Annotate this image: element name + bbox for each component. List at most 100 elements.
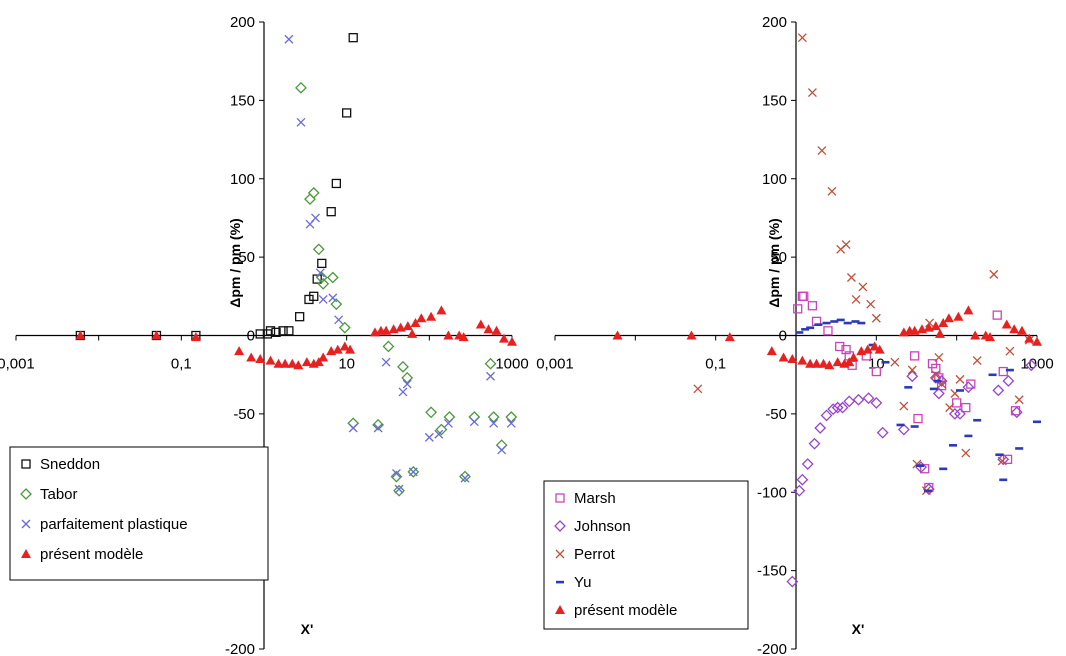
data-point [318, 294, 328, 304]
data-point [904, 386, 913, 389]
data-point [330, 298, 343, 311]
x-tick-label: 0,1 [705, 356, 726, 373]
data-point [348, 33, 358, 43]
data-point [1033, 420, 1041, 424]
data-point [347, 417, 360, 430]
data-point [486, 371, 495, 381]
data-point [953, 311, 964, 321]
data-point [871, 366, 881, 377]
data-point [814, 323, 823, 326]
y-tick-label: -150 [757, 563, 787, 580]
data-point [869, 341, 880, 351]
data-point [954, 407, 966, 420]
data-point [999, 478, 1008, 482]
data-point [339, 341, 350, 351]
data-point [998, 366, 1008, 377]
data-point [287, 358, 298, 368]
legend-label: Yu [574, 574, 592, 591]
data-point [992, 310, 1002, 320]
data-point [408, 467, 418, 477]
data-point [331, 178, 341, 189]
legend-label: présent modèle [574, 602, 677, 619]
y-tick-label: -200 [757, 641, 787, 656]
data-point [468, 411, 481, 423]
data-point [234, 346, 245, 356]
legend-marker [554, 520, 566, 532]
data-point [265, 355, 276, 365]
data-point [922, 483, 935, 496]
data-point [796, 473, 809, 486]
data-point [1014, 395, 1024, 405]
data-point [307, 186, 320, 199]
data-point [793, 484, 806, 497]
data-point [295, 312, 305, 322]
series-perrot [693, 33, 1034, 496]
data-point [301, 357, 312, 367]
data-point [907, 365, 917, 375]
data-point [1016, 325, 1027, 335]
data-point [806, 326, 815, 330]
data-point [857, 321, 866, 325]
x-tick-label: 10 [338, 356, 355, 373]
data-point [304, 294, 314, 305]
data-point [897, 423, 910, 436]
data-point [1002, 375, 1015, 387]
data-point [391, 468, 401, 478]
y-tick-label: 100 [230, 171, 255, 188]
data-point [390, 470, 403, 483]
data-point [425, 406, 438, 419]
y-axis-title: Δpm / pm (%) [766, 218, 782, 307]
data-point [870, 396, 883, 409]
data-point [304, 193, 316, 206]
legend-marker [21, 519, 31, 529]
data-point [830, 320, 839, 323]
data-point [871, 313, 881, 323]
data-point [271, 327, 281, 338]
data-point [317, 277, 330, 290]
data-point [988, 373, 997, 377]
y-tick-label: 50 [770, 249, 787, 266]
data-point [309, 291, 319, 301]
data-point [382, 340, 395, 353]
data-point [190, 332, 201, 342]
data-point [824, 360, 835, 370]
data-point [832, 357, 843, 367]
data-point [295, 81, 307, 94]
data-point [896, 423, 905, 427]
data-point [929, 371, 942, 384]
y-axis-title: Δpm / pm (%) [227, 218, 243, 307]
x-tick-label: 1000 [495, 356, 528, 373]
data-point [273, 358, 284, 368]
legend-marker [555, 549, 565, 559]
data-point [416, 313, 427, 323]
data-point [992, 384, 1005, 397]
left-chart-panel: 200150100500-50-100-150-2000,0010,110100… [0, 14, 529, 656]
data-point [961, 402, 971, 413]
data-point [1024, 333, 1035, 343]
data-point [823, 326, 833, 336]
data-point [395, 322, 406, 332]
data-point [931, 370, 941, 380]
legend-label: présent modèle [40, 546, 143, 563]
data-point [934, 352, 944, 362]
data-point [424, 432, 434, 442]
series-parfaitement-plastique [284, 34, 516, 494]
data-point [381, 325, 392, 335]
data-point [278, 326, 288, 336]
data-point [498, 333, 509, 343]
data-point [506, 418, 516, 428]
data-point [326, 207, 336, 217]
data-point [348, 423, 358, 433]
data-point [1005, 346, 1015, 356]
y-tick-label: -50 [765, 406, 787, 423]
data-point [913, 413, 923, 424]
data-point [817, 146, 827, 155]
data-point [398, 387, 408, 397]
data-point [246, 352, 257, 362]
legend: Marsh Johnson Perrot Yu présent modèle [543, 480, 749, 630]
data-point [435, 423, 448, 436]
data-point [262, 329, 273, 339]
data-point [332, 344, 343, 354]
data-point [284, 34, 294, 44]
